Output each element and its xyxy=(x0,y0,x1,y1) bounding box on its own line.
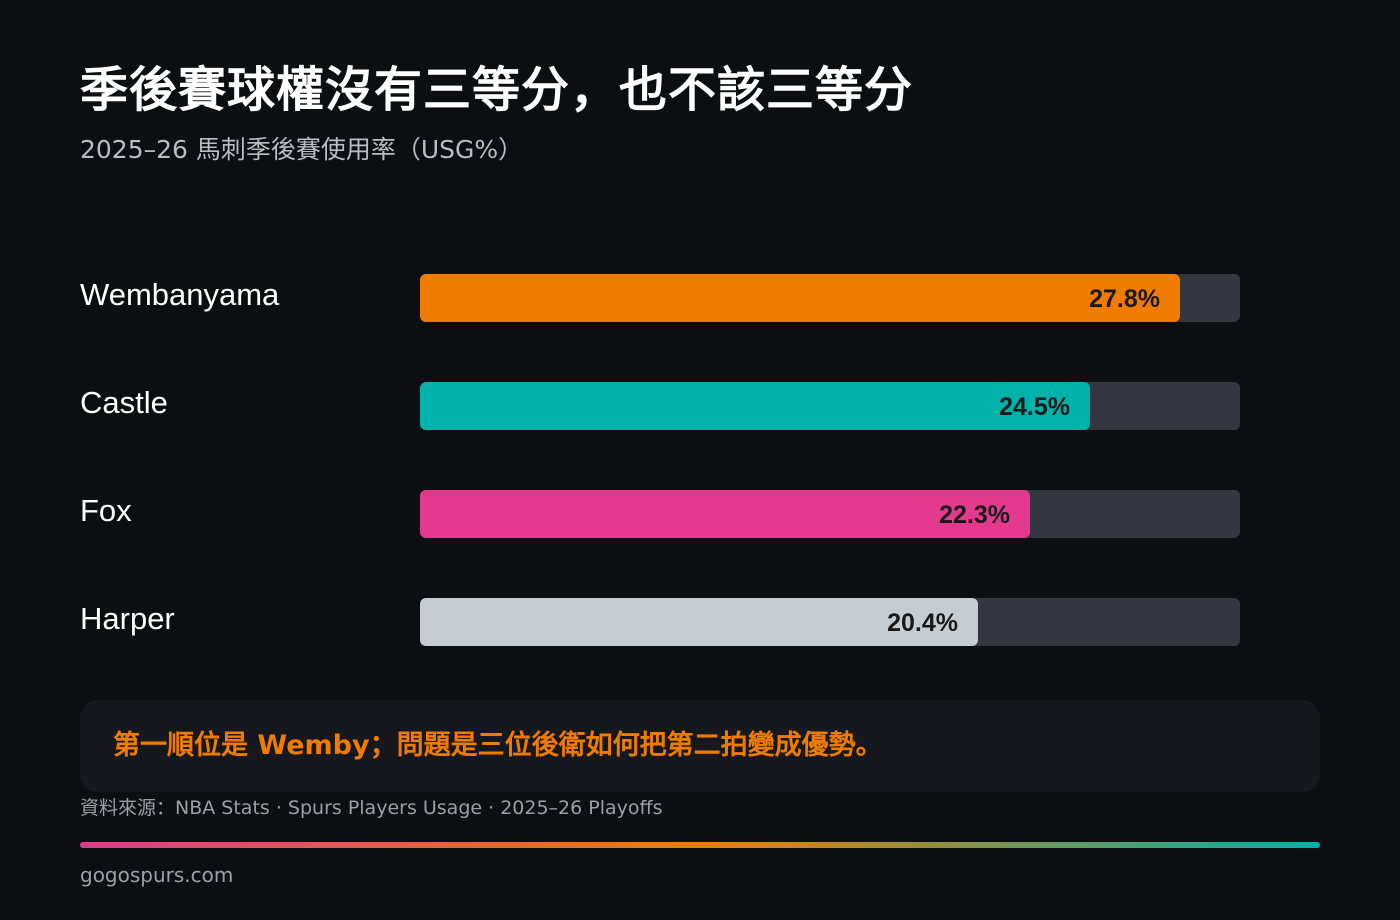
value-label-harper: 20.4% xyxy=(887,609,958,637)
value-label-wembanyama: 27.8% xyxy=(1089,285,1160,313)
value-label-castle: 24.5% xyxy=(999,393,1070,421)
player-label-wembanyama: Wembanyama xyxy=(80,277,280,312)
chart-title: 季後賽球權沒有三等分，也不該三等分 xyxy=(80,62,914,118)
player-label-harper: Harper xyxy=(80,601,175,636)
player-label-fox: Fox xyxy=(80,493,132,528)
bar-fox xyxy=(420,490,1030,538)
callout-text: 第一順位是 Wemby；問題是三位後衛如何把第二拍變成優勢。 xyxy=(113,730,883,761)
value-label-fox: 22.3% xyxy=(939,501,1010,529)
player-label-castle: Castle xyxy=(80,385,168,420)
gradient-divider xyxy=(80,842,1320,848)
callout-box: 第一順位是 Wemby；問題是三位後衛如何把第二拍變成優勢。 xyxy=(80,700,1320,792)
chart-subtitle: 2025–26 馬刺季後賽使用率（USG%） xyxy=(80,135,524,164)
bar-castle xyxy=(420,382,1090,430)
site-url: gogospurs.com xyxy=(80,863,234,887)
source-note: 資料來源：NBA Stats · Spurs Players Usage · 2… xyxy=(80,797,663,819)
usage-bar-chart: Wembanyama 27.8% Castle 24.5% Fox 22.3% Harper… xyxy=(80,274,1240,646)
bar-harper xyxy=(420,598,978,646)
bar-wembanyama xyxy=(420,274,1180,322)
